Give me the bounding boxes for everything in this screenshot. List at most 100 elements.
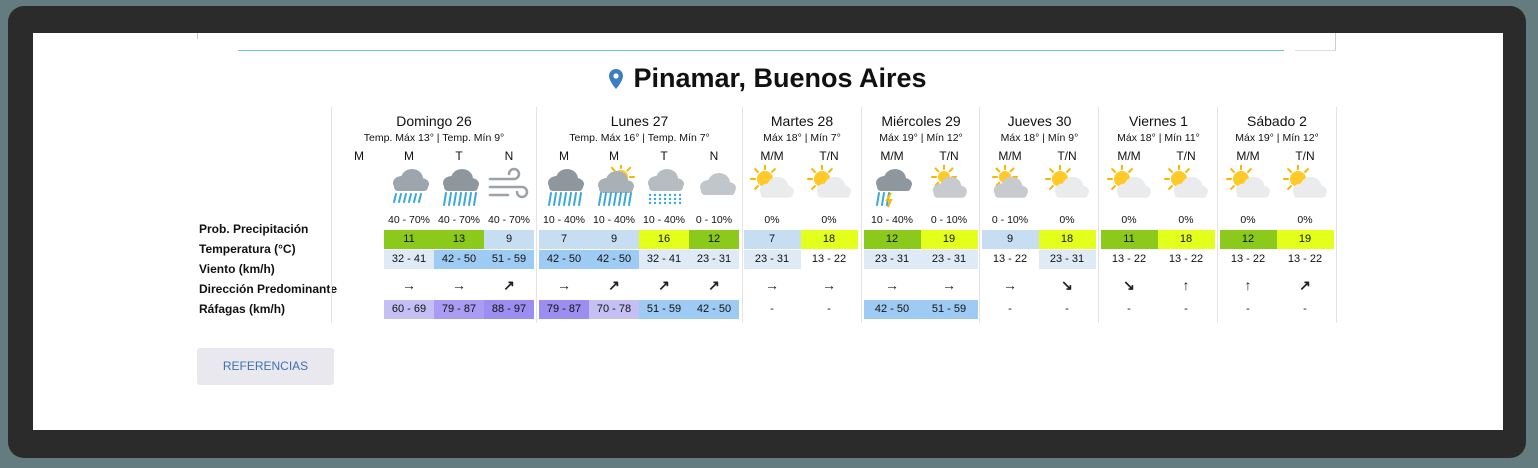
wind-direction-arrow-icon: → xyxy=(942,277,956,293)
period-label: T/N xyxy=(819,149,839,163)
period-label: T/N xyxy=(1176,149,1196,163)
wind-direction-arrow-icon: → xyxy=(452,277,466,293)
period-label: M/M xyxy=(1117,149,1141,163)
gust-cell: 79 - 87 xyxy=(434,300,484,319)
precip-probability: 40 - 70% xyxy=(387,214,431,226)
period-label: T xyxy=(455,149,463,163)
precip-probability: 40 - 70% xyxy=(437,214,481,226)
temperature-cell: 19 xyxy=(1276,230,1334,249)
gust-cell: - xyxy=(1008,303,1012,315)
period-label: M/M xyxy=(998,149,1022,163)
sun-cloudy-icon xyxy=(931,165,967,198)
precip-probability: 0% xyxy=(1121,214,1137,226)
period-label: M xyxy=(354,149,364,163)
day-name: Miércoles 29 xyxy=(881,113,961,129)
period-label: M/M xyxy=(1236,149,1260,163)
wind-direction-arrow-icon: → xyxy=(822,277,836,293)
wind-direction-arrow-icon: ↑ xyxy=(1182,277,1190,293)
storm-rain-cloud-icon xyxy=(876,169,912,208)
gust-cell: 70 - 78 xyxy=(589,300,639,319)
sleet-cloud-icon xyxy=(648,169,684,205)
day-name: Domingo 26 xyxy=(396,113,472,129)
day-name: Lunes 27 xyxy=(610,113,669,129)
temperature-cell: 16 xyxy=(639,230,689,249)
sun-cloudy-icon xyxy=(992,165,1028,198)
period-label: T/N xyxy=(939,149,959,163)
wind-speed-cell: 32 - 41 xyxy=(639,250,689,269)
temperature-cell: 18 xyxy=(1157,230,1215,249)
day-temp-summary: Temp. Máx 16° | Temp. Mín 7° xyxy=(569,132,710,144)
temperature-cell: 7 xyxy=(539,230,589,249)
day-temp-summary: Temp. Máx 13° | Temp. Mín 9° xyxy=(363,132,505,144)
partly-cloudy-icon xyxy=(1226,165,1270,198)
precip-probability: 0% xyxy=(1059,214,1075,226)
row-label-temperature: Temperatura (°C) xyxy=(199,242,296,256)
period-label: M xyxy=(609,149,619,163)
wind-direction-arrow-icon: ↗ xyxy=(503,277,515,293)
precip-probability: 0 - 10% xyxy=(930,214,968,226)
day-name: Martes 28 xyxy=(770,113,834,129)
period-label: T/N xyxy=(1295,149,1315,163)
period-label: M xyxy=(559,149,569,163)
wind-direction-arrow-icon: ↘ xyxy=(1123,277,1135,293)
wind-speed-cell: 13 - 22 xyxy=(1230,253,1266,265)
gust-cell: 51 - 59 xyxy=(639,300,689,319)
day-divider xyxy=(536,107,537,323)
period-label: T/N xyxy=(1057,149,1077,163)
cloudy-icon xyxy=(700,173,736,195)
row-label-precipitation: Prob. Precipitación xyxy=(199,222,309,236)
wind-speed-cell: 51 - 59 xyxy=(484,250,534,269)
heavy-rain-cloud-icon xyxy=(548,169,584,206)
wind-direction-arrow-icon: ↑ xyxy=(1244,277,1252,293)
temperature-cell: 18 xyxy=(800,230,858,249)
row-label-wind: Viento (km/h) xyxy=(199,262,275,276)
precip-probability: 0 - 10% xyxy=(991,214,1029,226)
heavy-rain-cloud-icon xyxy=(443,169,479,206)
sun-rain-cloud-icon xyxy=(598,165,635,206)
location-pin-icon xyxy=(609,65,624,96)
gust-cell: 42 - 50 xyxy=(689,300,739,319)
day-temp-summary: Máx 18° | Mín 11° xyxy=(1117,132,1200,144)
wind-direction-arrow-icon: → xyxy=(765,277,779,293)
divider xyxy=(197,33,198,39)
references-button[interactable]: REFERENCIAS xyxy=(197,348,334,385)
wind-speed-cell: 13 - 22 xyxy=(1168,253,1204,265)
page-title: Pinamar, Buenos Aires xyxy=(33,63,1503,96)
day-name: Viernes 1 xyxy=(1129,113,1188,129)
divider xyxy=(1295,50,1336,51)
partly-cloudy-icon xyxy=(1045,165,1089,198)
wind-direction-arrow-icon: ↗ xyxy=(608,277,620,293)
wind-speed-cell: 42 - 50 xyxy=(539,250,589,269)
row-label-direction: Dirección Predominante xyxy=(199,282,338,296)
row-label-gusts: Ráfagas (km/h) xyxy=(199,302,286,316)
gust-cell: 60 - 69 xyxy=(384,300,434,319)
wind-direction-arrow-icon: ↗ xyxy=(708,277,720,293)
wind-speed-cell: 13 - 22 xyxy=(1287,253,1323,265)
day-temp-summary: Máx 19° | Mín 12° xyxy=(879,132,963,144)
gust-cell: 79 - 87 xyxy=(539,300,589,319)
period-label: N xyxy=(709,149,719,163)
temperature-cell: 9 xyxy=(484,230,534,249)
period-label: N xyxy=(504,149,514,163)
precip-probability: 0% xyxy=(1178,214,1194,226)
day-divider xyxy=(1336,107,1337,323)
gust-cell: - xyxy=(1184,303,1188,315)
gust-cell: - xyxy=(1065,303,1069,315)
wind-direction-arrow-icon: → xyxy=(402,277,416,293)
temperature-cell: 18 xyxy=(1038,230,1096,249)
precip-probability: 0% xyxy=(1297,214,1313,226)
wind-speed-cell: 32 - 41 xyxy=(384,250,434,269)
rain-cloud-icon xyxy=(393,169,429,203)
gust-cell: 51 - 59 xyxy=(920,300,978,319)
day-divider xyxy=(1217,107,1218,323)
temperature-cell: 13 xyxy=(434,230,484,249)
precip-probability: 0% xyxy=(1240,214,1256,226)
precip-probability: 10 - 40% xyxy=(592,214,636,226)
temperature-cell: 12 xyxy=(863,230,921,249)
partly-cloudy-icon xyxy=(807,165,851,198)
gust-cell: - xyxy=(1246,303,1250,315)
gust-cell: - xyxy=(1303,303,1307,315)
partly-cloudy-icon xyxy=(1164,165,1208,198)
gust-cell: - xyxy=(770,303,774,315)
wind-speed-cell: 13 - 22 xyxy=(811,253,847,265)
